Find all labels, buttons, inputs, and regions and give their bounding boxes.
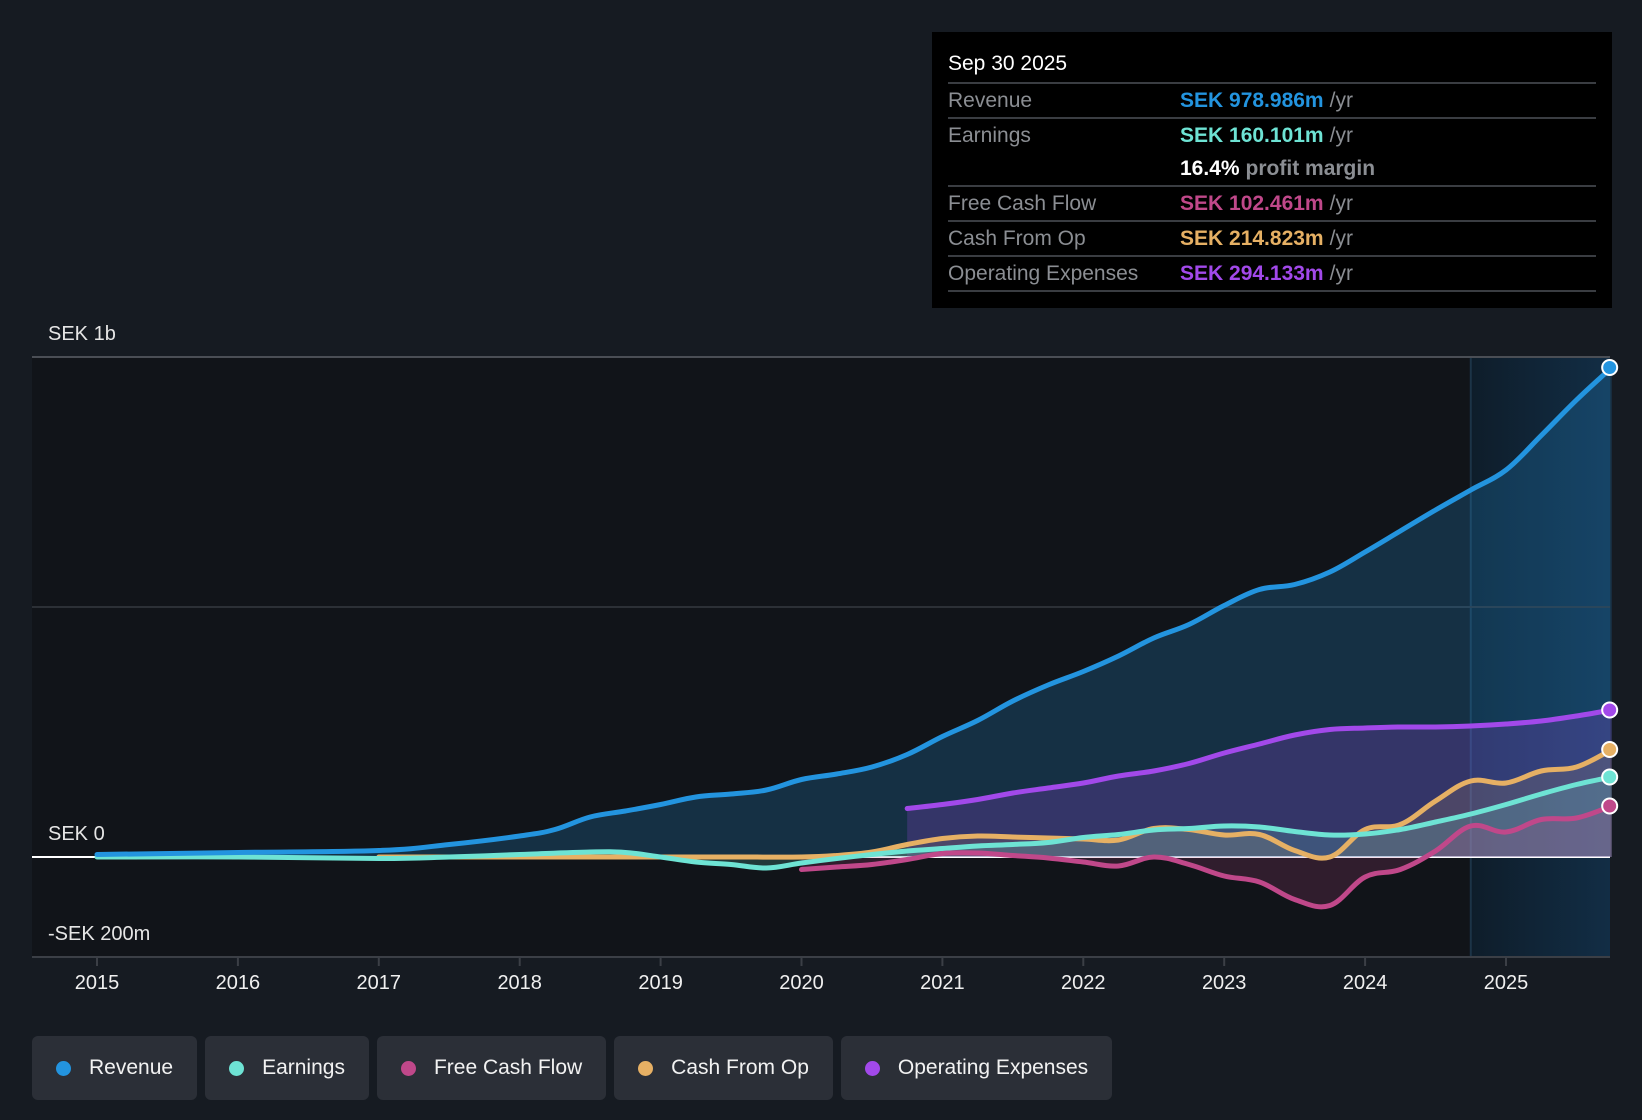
tooltip-row-free-cash-flow: Free Cash Flow SEK 102.461m /yr — [948, 187, 1596, 222]
x-tick-label-2020: 2020 — [779, 972, 824, 994]
legend-dot-icon — [400, 1060, 416, 1076]
tooltip-unit: /yr — [1329, 227, 1353, 250]
legend-item-revenue[interactable]: Revenue — [32, 1036, 198, 1100]
tooltip-label: Revenue — [948, 89, 1033, 112]
legend-label: Revenue — [89, 1056, 174, 1079]
profit-margin-value: 16.4% — [1180, 157, 1240, 180]
line-earnings — [94, 774, 1615, 871]
x-tick-label-2022: 2022 — [1061, 972, 1106, 994]
endpoint-dot-earnings[interactable] — [1601, 768, 1619, 786]
endpoint-dot-free-cash-flow[interactable] — [1601, 797, 1619, 815]
y-label-0: SEK 0 — [48, 823, 105, 845]
tooltip-panel: Sep 30 2025 Revenue SEK 978.986m /yr Ear… — [932, 32, 1612, 308]
tooltip-value: SEK 294.133m — [1180, 262, 1324, 285]
x-tick-label-2015: 2015 — [75, 972, 120, 994]
y-label-neg200m: -SEK 200m — [48, 923, 150, 945]
tooltip-row-revenue: Revenue SEK 978.986m /yr — [948, 84, 1596, 119]
tooltip-label: Operating Expenses — [948, 262, 1139, 285]
x-tick-label-2016: 2016 — [216, 972, 261, 994]
tooltip-unit: /yr — [1329, 124, 1353, 147]
legend-label: Earnings — [262, 1056, 345, 1079]
tooltip-value: SEK 102.461m — [1180, 192, 1324, 215]
legend-label: Cash From Op — [671, 1056, 809, 1079]
tooltip-row-earnings: Earnings SEK 160.101m /yr — [948, 119, 1596, 152]
area-earnings — [97, 777, 1612, 869]
x-tick-label-2017: 2017 — [357, 972, 402, 994]
line-free-cash-flow — [799, 803, 1615, 910]
legend-dot-icon — [229, 1060, 245, 1076]
legend-dot-icon — [638, 1060, 654, 1076]
tooltip-label-empty — [948, 152, 1180, 185]
tooltip-row-profit-margin: 16.4% profit margin — [948, 152, 1596, 187]
endpoint-dot-revenue[interactable] — [1601, 359, 1619, 376]
x-tick-label-2018: 2018 — [497, 972, 542, 994]
y-label-1b: SEK 1b — [48, 323, 116, 345]
profit-margin-text: profit margin — [1245, 157, 1376, 180]
x-tick-label-2023: 2023 — [1202, 972, 1247, 994]
legend-item-free-cash-flow[interactable]: Free Cash Flow — [376, 1036, 607, 1100]
tooltip-value: SEK 214.823m — [1180, 227, 1324, 250]
tooltip-value: SEK 978.986m — [1180, 89, 1324, 112]
legend: Revenue Earnings Free Cash Flow Cash Fro… — [32, 1036, 1113, 1100]
legend-dot-icon — [56, 1060, 71, 1076]
x-tick-label-2019: 2019 — [638, 972, 683, 994]
tooltip-label: Earnings — [948, 124, 1031, 147]
line-operating-expenses — [904, 707, 1615, 811]
endpoint-dot-cash-from-op[interactable] — [1601, 741, 1619, 758]
tooltip-date: Sep 30 2025 — [948, 46, 1596, 84]
endpoint-dot-operating-expenses[interactable] — [1601, 701, 1619, 719]
area-free-cash-flow — [801, 806, 1612, 907]
tooltip-label: Cash From Op — [948, 227, 1086, 250]
tooltip-unit: /yr — [1329, 262, 1353, 285]
legend-item-earnings[interactable]: Earnings — [205, 1036, 369, 1100]
legend-label: Operating Expenses — [897, 1056, 1089, 1079]
legend-item-operating-expenses[interactable]: Operating Expenses — [840, 1036, 1113, 1100]
legend-dot-icon — [864, 1060, 880, 1076]
tooltip-row-operating-expenses: Operating Expenses SEK 294.133m /yr — [948, 257, 1596, 292]
line-revenue — [94, 365, 1615, 857]
x-tick-label-2024: 2024 — [1343, 972, 1388, 994]
legend-item-cash-from-op[interactable]: Cash From Op — [614, 1036, 833, 1100]
tooltip-value: SEK 160.101m — [1180, 124, 1324, 147]
tooltip-unit: /yr — [1329, 192, 1353, 215]
tooltip-unit: /yr — [1329, 89, 1353, 112]
tooltip-row-cash-from-op: Cash From Op SEK 214.823m /yr — [948, 222, 1596, 257]
area-revenue — [97, 367, 1612, 857]
tooltip-label: Free Cash Flow — [948, 192, 1097, 215]
legend-label: Free Cash Flow — [433, 1056, 583, 1079]
x-tick-label-2025: 2025 — [1484, 972, 1529, 994]
x-tick-label-2021: 2021 — [920, 972, 965, 994]
